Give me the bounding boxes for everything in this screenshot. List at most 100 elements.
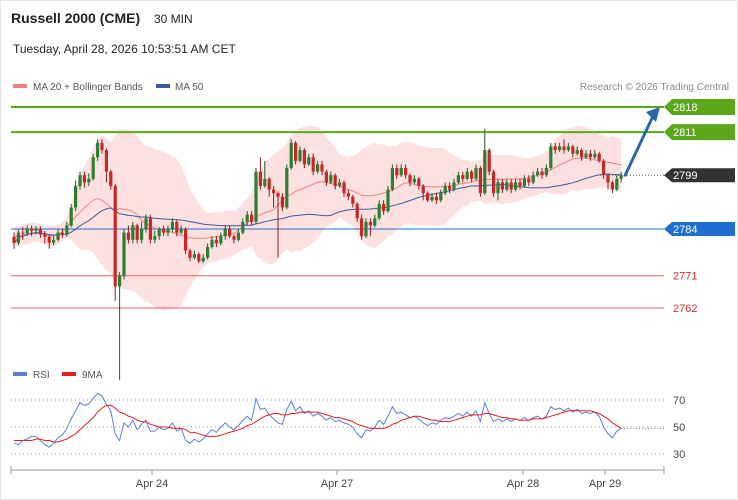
candle-body [250, 214, 254, 222]
support-label-2762: 2762 [673, 303, 697, 315]
current-price-box [664, 168, 735, 183]
candle [540, 168, 544, 179]
candle-body [531, 175, 535, 183]
candle-body [562, 146, 566, 151]
candle [470, 169, 474, 183]
candle-body [360, 218, 364, 237]
candle [206, 243, 210, 260]
candle [294, 141, 298, 165]
candle-body [162, 229, 166, 233]
rsi-tick-30: 30 [673, 449, 685, 461]
candle-body [65, 225, 69, 235]
candle-body [342, 182, 346, 194]
candle-body [412, 178, 416, 183]
timestamp: Tuesday, April 28, 2026 10:53:51 AM CET [13, 42, 236, 56]
candle [60, 229, 64, 239]
candle-body [355, 203, 359, 219]
candle-body [201, 257, 205, 262]
candle-body [377, 203, 381, 219]
candle-body [12, 236, 16, 244]
candle-body [566, 146, 570, 151]
candle-body [329, 175, 333, 183]
candle-body [289, 142, 293, 169]
candle-body [311, 157, 315, 172]
candle-body [258, 171, 262, 186]
candle-body [571, 146, 575, 154]
candle-body [338, 182, 342, 186]
candle-body [333, 175, 337, 186]
candle-body [615, 178, 619, 190]
candle-body [408, 175, 412, 183]
candle-body [228, 229, 232, 237]
candle-body [619, 175, 623, 179]
candle [267, 176, 271, 197]
candle [373, 214, 377, 228]
candle [289, 139, 293, 170]
candle [34, 226, 38, 235]
candle-body [60, 232, 64, 235]
candle [157, 227, 161, 240]
rsi-ma-legend-swatch [62, 372, 76, 376]
candle [597, 151, 601, 163]
candle [346, 189, 350, 201]
candle [69, 203, 73, 228]
candle [465, 168, 469, 181]
support-label-2784: 2784 [673, 224, 697, 236]
candle [30, 225, 34, 237]
candle [307, 153, 311, 167]
candle [588, 150, 592, 161]
projection-arrow-shaft [623, 112, 656, 177]
x-tick-label: Apr 28 [507, 478, 539, 490]
candle-body [500, 182, 504, 190]
price-legend: MA 20 + Bollinger Bands MA 50 [13, 82, 204, 93]
candle [602, 159, 606, 179]
ma50-legend-swatch [156, 84, 170, 88]
candle [258, 157, 262, 190]
candle-body [16, 232, 20, 244]
candle [571, 144, 575, 158]
candle [25, 225, 29, 237]
candle-body [87, 178, 91, 183]
candle [408, 173, 412, 186]
instrument-title: Russell 2000 (CME) [11, 10, 140, 26]
candle [456, 171, 460, 185]
candlesticks [12, 128, 623, 380]
bollinger-legend-swatch [13, 84, 27, 88]
candle [342, 180, 346, 197]
candle [333, 173, 337, 190]
candle-body [56, 232, 60, 240]
candle-body [91, 157, 95, 179]
candle-body [307, 157, 311, 165]
candle-body [254, 171, 258, 222]
candle-body [492, 171, 496, 194]
rsi-legend-swatch [13, 372, 27, 376]
candle [390, 164, 394, 192]
candle-body [584, 153, 588, 158]
candle [553, 142, 557, 154]
candle [126, 225, 130, 244]
rsi-panel: 70 50 30 [11, 392, 685, 461]
candle-body [439, 193, 443, 201]
candle [302, 148, 306, 169]
candle-body [540, 171, 544, 176]
candle-body [135, 225, 139, 240]
candle [232, 234, 236, 244]
candle [175, 220, 179, 237]
candle [368, 218, 372, 237]
candle [272, 185, 276, 208]
candle-body [452, 182, 456, 190]
candle [377, 200, 381, 221]
candle-body [214, 239, 218, 244]
candle-body [267, 178, 271, 190]
candle-body [549, 146, 553, 169]
candle [531, 171, 535, 185]
candle-body [43, 234, 47, 237]
price-level-labels: 2818 2811 2799 2784 2771 2762 [664, 99, 735, 315]
candle-body [364, 221, 368, 237]
candle [549, 142, 553, 170]
candle [584, 150, 588, 160]
candle-body [175, 221, 179, 233]
candle [496, 178, 500, 201]
candle [404, 164, 408, 179]
candle-body [553, 146, 557, 151]
